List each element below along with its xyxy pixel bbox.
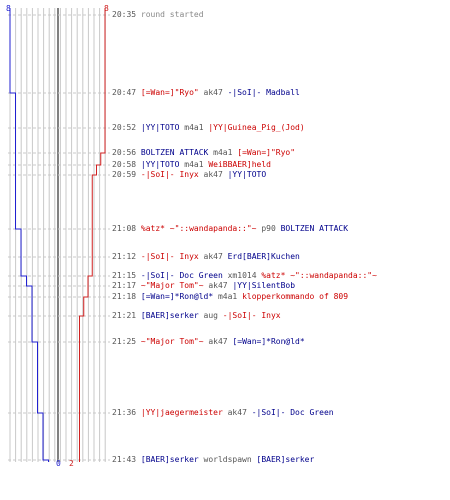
event-row: 21:25 ~"Major Tom"~ ak47 [=Wan=]*Ron@ld* bbox=[112, 337, 305, 346]
event-time: 21:36 bbox=[112, 408, 141, 417]
event-row: 21:43 [BAER]serker worldspawn [BAER]serk… bbox=[112, 455, 314, 464]
event-player-name: round started bbox=[140, 10, 204, 19]
event-row: 20:59 -|SoI|- Inyx ak47 |YY|TOTO bbox=[112, 170, 266, 179]
event-player-name: -|SoI|- Inyx bbox=[140, 252, 199, 261]
player-count-chart bbox=[8, 8, 110, 462]
event-player-name: %atz* ~"::wandapanda::"~ bbox=[261, 271, 377, 280]
event-player-name: [=Wan=]"Ryo" bbox=[140, 88, 199, 97]
event-weapon: ak47 bbox=[222, 408, 252, 417]
event-row: 20:52 |YY|TOTO m4a1 |YY|Guinea_Pig_(Jod) bbox=[112, 123, 305, 132]
event-row: 21:15 -|SoI|- Doc Green xm1014 %atz* ~":… bbox=[112, 271, 377, 280]
event-player-name: [=Wan=]"Ryo" bbox=[237, 148, 296, 157]
event-player-name: |YY|TOTO bbox=[140, 160, 180, 169]
event-row: 21:17 ~"Major Tom"~ ak47 |YY|SilentBob bbox=[112, 281, 295, 290]
event-player-name: BOLTZEN ATTACK bbox=[280, 224, 349, 233]
event-weapon: p90 bbox=[256, 224, 281, 233]
event-player-name: |YY|TOTO bbox=[227, 170, 267, 179]
event-time: 21:08 bbox=[112, 224, 141, 233]
event-player-name: %atz* ~"::wandapanda::"~ bbox=[140, 224, 257, 233]
event-player-name: [=Wan=]*Ron@ld* bbox=[140, 292, 214, 301]
event-time: 20:52 bbox=[112, 123, 141, 132]
event-weapon: m4a1 bbox=[179, 160, 209, 169]
event-player-name: -|SoI|- Inyx bbox=[222, 311, 281, 320]
event-weapon: ak47 bbox=[203, 281, 233, 290]
event-player-name: |YY|jaegermeister bbox=[140, 408, 223, 417]
event-player-name: [BAER]serker bbox=[140, 311, 199, 320]
event-weapon: ak47 bbox=[198, 170, 228, 179]
event-weapon: m4a1 bbox=[179, 123, 209, 132]
event-time: 21:43 bbox=[112, 455, 141, 464]
event-weapon: ak47 bbox=[203, 337, 233, 346]
event-player-name: -|SoI|- Madball bbox=[227, 88, 300, 97]
event-time: 20:59 bbox=[112, 170, 141, 179]
event-row: 20:35 round started bbox=[112, 10, 204, 19]
event-player-name: WeiBBAER]held bbox=[208, 160, 271, 169]
event-player-name: klopperkommando of 809 bbox=[242, 292, 349, 301]
event-row: 21:21 [BAER]serker aug -|SoI|- Inyx bbox=[112, 311, 281, 320]
event-player-name: |YY|Guinea_Pig_(Jod) bbox=[208, 123, 305, 132]
event-player-name: ~"Major Tom"~ bbox=[140, 281, 204, 290]
event-player-name: Erd[BAER]Kuchen bbox=[227, 252, 300, 261]
red-start-count: 8 bbox=[104, 4, 109, 13]
event-time: 21:21 bbox=[112, 311, 141, 320]
event-weapon: aug bbox=[198, 311, 223, 320]
event-row: 20:47 [=Wan=]"Ryo" ak47 -|SoI|- Madball bbox=[112, 88, 300, 97]
event-time: 20:58 bbox=[112, 160, 141, 169]
event-row: 20:58 |YY|TOTO m4a1 WeiBBAER]held bbox=[112, 160, 271, 169]
event-time: 21:17 bbox=[112, 281, 141, 290]
event-player-name: |YY|TOTO bbox=[140, 123, 180, 132]
event-player-name: -|SoI|- Inyx bbox=[140, 170, 199, 179]
event-player-name: [BAER]serker bbox=[140, 455, 199, 464]
event-row: 20:56 BOLTZEN ATTACK m4a1 [=Wan=]"Ryo" bbox=[112, 148, 295, 157]
blue-start-count: 8 bbox=[6, 4, 11, 13]
event-time: 21:25 bbox=[112, 337, 141, 346]
blue-end-count: 0 bbox=[56, 459, 61, 468]
event-time: 21:15 bbox=[112, 271, 141, 280]
event-player-name: -|SoI|- Doc Green bbox=[251, 408, 334, 417]
event-player-name: |YY|SilentBob bbox=[232, 281, 296, 290]
event-time: 21:18 bbox=[112, 292, 141, 301]
event-weapon: m4a1 bbox=[208, 148, 238, 157]
event-row: 21:36 |YY|jaegermeister ak47 -|SoI|- Doc… bbox=[112, 408, 334, 417]
event-weapon: ak47 bbox=[198, 252, 228, 261]
event-row: 21:08 %atz* ~"::wandapanda::"~ p90 BOLTZ… bbox=[112, 224, 348, 233]
event-row: 21:12 -|SoI|- Inyx ak47 Erd[BAER]Kuchen bbox=[112, 252, 300, 261]
event-time: 20:47 bbox=[112, 88, 141, 97]
event-player-name: -|SoI|- Doc Green bbox=[140, 271, 223, 280]
event-weapon: ak47 bbox=[198, 88, 228, 97]
event-weapon: worldspawn bbox=[198, 455, 257, 464]
event-row: 21:18 [=Wan=]*Ron@ld* m4a1 klopperkomman… bbox=[112, 292, 348, 301]
red-team-line bbox=[79, 8, 106, 462]
event-weapon: xm1014 bbox=[222, 271, 262, 280]
event-player-name: ~"Major Tom"~ bbox=[140, 337, 204, 346]
blue-team-line bbox=[9, 8, 49, 462]
event-weapon: m4a1 bbox=[213, 292, 243, 301]
event-time: 20:56 bbox=[112, 148, 141, 157]
event-time: 21:12 bbox=[112, 252, 141, 261]
event-player-name: [BAER]serker bbox=[256, 455, 315, 464]
event-player-name: [=Wan=]*Ron@ld* bbox=[232, 337, 305, 346]
event-player-name: BOLTZEN ATTACK bbox=[140, 148, 209, 157]
event-time: 20:35 bbox=[112, 10, 141, 19]
red-end-count: 2 bbox=[69, 459, 74, 468]
